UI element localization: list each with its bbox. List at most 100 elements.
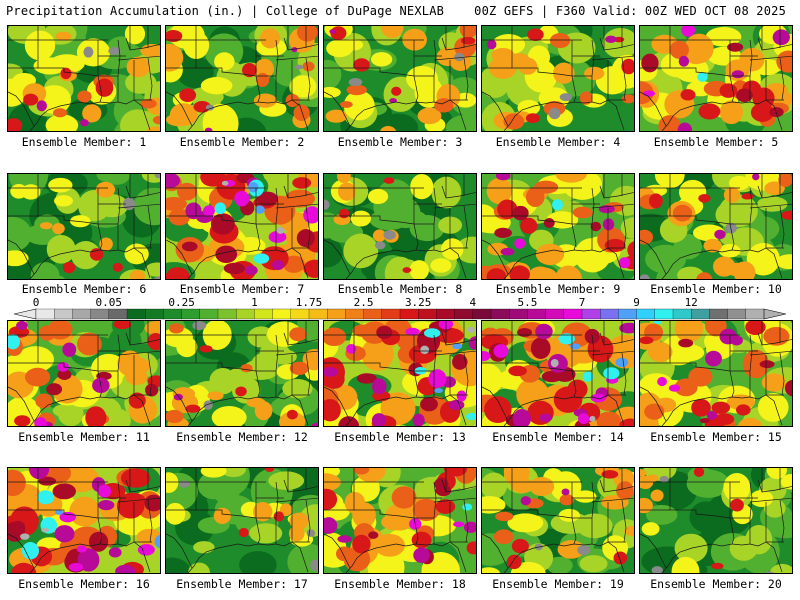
ensemble-member-map — [323, 320, 477, 427]
ensemble-member-caption: Ensemble Member: 14 — [492, 430, 624, 444]
ensemble-member-map — [323, 173, 477, 280]
colorbar-tick-label: 1.75 — [295, 296, 323, 309]
colorbar-bin — [290, 308, 310, 320]
ensemble-member-caption: Ensemble Member: 12 — [176, 430, 308, 444]
precip-field — [324, 174, 476, 279]
ensemble-member-caption: Ensemble Member: 4 — [495, 135, 621, 149]
ensemble-member-map — [639, 25, 793, 132]
colorbar-bin — [54, 308, 73, 320]
ensemble-member-map — [323, 467, 477, 574]
ensemble-member-caption: Ensemble Member: 17 — [176, 577, 308, 591]
colorbar-scale — [14, 308, 786, 320]
ensemble-member-map — [165, 25, 319, 132]
colorbar-tick-label: 7 — [578, 296, 586, 309]
colorbar-bin — [126, 308, 146, 320]
precip-field — [640, 174, 792, 279]
colorbar-min-arrow — [14, 308, 37, 320]
colorbar-bin — [745, 308, 765, 320]
ensemble-member-caption: Ensemble Member: 10 — [650, 282, 782, 296]
precip-field — [482, 174, 634, 279]
ensemble-member-caption: Ensemble Member: 2 — [179, 135, 305, 149]
colorbar-tick-label: 1 — [251, 296, 258, 309]
colorbar-bin — [563, 308, 583, 320]
ensemble-member-caption: Ensemble Member: 13 — [334, 430, 466, 444]
precip-field — [166, 468, 318, 573]
precip-field — [640, 26, 792, 131]
colorbar-tick-label: 5.5 — [517, 296, 538, 309]
colorbar-bin — [545, 308, 565, 320]
ensemble-member-map — [7, 320, 161, 427]
colorbar-tick-label: 3.25 — [404, 296, 432, 309]
colorbar-bin — [672, 308, 692, 320]
colorbar-bin — [272, 308, 292, 320]
precip-colorbar: 0 0.05 0.25 1 1.75 2.5 3.25 4 5.5 7 9 12 — [14, 297, 786, 321]
colorbar-tick-label: 0.25 — [168, 296, 195, 309]
colorbar-bin — [600, 308, 619, 320]
colorbar-bin — [217, 308, 237, 320]
ensemble-member-caption: Ensemble Member: 11 — [18, 430, 150, 444]
ensemble-member-map — [7, 173, 161, 280]
precip-field — [324, 26, 476, 131]
colorbar-tick-label: 2.5 — [353, 296, 374, 309]
ensemble-member-map — [165, 173, 319, 280]
precip-field — [482, 468, 634, 573]
colorbar-bin — [727, 308, 747, 320]
precip-field — [640, 321, 792, 426]
colorbar-tick-label: 9 — [633, 296, 640, 309]
colorbar-bin — [418, 308, 437, 320]
colorbar-bin — [345, 308, 365, 320]
ensemble-member-caption: Ensemble Member: 20 — [650, 577, 782, 591]
ensemble-member-map — [639, 320, 793, 427]
colorbar-bin — [490, 308, 510, 320]
colorbar-tick-label: 0.05 — [95, 296, 123, 309]
colorbar-bin — [181, 308, 201, 320]
colorbar-bin — [35, 308, 55, 320]
precip-field — [166, 26, 318, 131]
ensemble-member-map — [639, 467, 793, 574]
ensemble-member-caption: Ensemble Member: 3 — [337, 135, 463, 149]
colorbar-tick-label: 0 — [32, 296, 40, 309]
colorbar-bin — [691, 308, 710, 320]
colorbar-bin — [145, 308, 164, 320]
colorbar-bin — [472, 308, 492, 320]
precip-field — [8, 321, 160, 426]
precip-field — [482, 321, 634, 426]
ensemble-member-map — [481, 320, 635, 427]
ensemble-member-caption: Ensemble Member: 1 — [21, 135, 147, 149]
ensemble-member-map — [639, 173, 793, 280]
colorbar-bin — [509, 308, 528, 320]
ensemble-member-caption: Ensemble Member: 6 — [21, 282, 147, 296]
colorbar-bin — [90, 308, 110, 320]
precip-field — [166, 174, 318, 279]
precip-field — [8, 26, 160, 131]
precip-field — [324, 321, 476, 426]
ensemble-member-map — [481, 25, 635, 132]
ensemble-member-caption: Ensemble Member: 7 — [179, 282, 305, 296]
colorbar-bin — [199, 308, 219, 320]
ensemble-member-caption: Ensemble Member: 5 — [653, 135, 779, 149]
precip-field — [166, 321, 318, 426]
colorbar-bin — [72, 308, 92, 320]
colorbar-tick-label: 4 — [469, 296, 477, 309]
colorbar-bin — [254, 308, 274, 320]
colorbar-bin — [636, 308, 656, 320]
ensemble-member-map — [481, 173, 635, 280]
colorbar-bin — [381, 308, 401, 320]
colorbar-bin — [399, 308, 419, 320]
ensemble-member-caption: Ensemble Member: 18 — [334, 577, 466, 591]
model-valid-time: 00Z GEFS | F360 Valid: 00Z WED OCT 08 20… — [474, 4, 786, 18]
colorbar-bin — [363, 308, 383, 320]
colorbar-tick-label: 12 — [684, 296, 698, 309]
ensemble-member-caption: Ensemble Member: 9 — [495, 282, 621, 296]
precip-field — [8, 174, 160, 279]
ensemble-member-map — [323, 25, 477, 132]
colorbar-bin — [654, 308, 674, 320]
ensemble-member-map — [165, 320, 319, 427]
colorbar-max-arrow — [763, 308, 786, 320]
ensemble-member-map — [165, 467, 319, 574]
colorbar-bin — [236, 308, 255, 320]
precip-field — [640, 468, 792, 573]
colorbar-bin — [436, 308, 456, 320]
ensemble-member-caption: Ensemble Member: 8 — [337, 282, 463, 296]
colorbar-bin — [308, 308, 328, 320]
